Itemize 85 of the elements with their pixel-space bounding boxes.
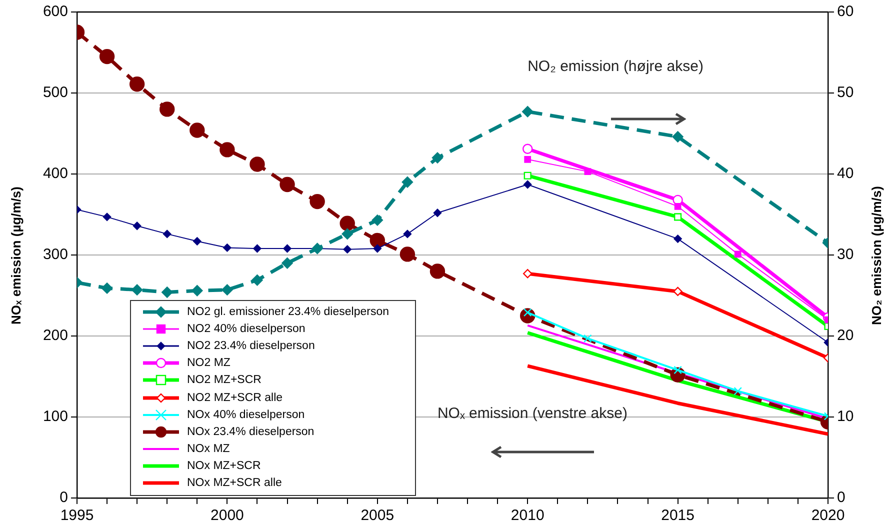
point xyxy=(734,386,742,396)
y-axis-title: NOₓ emission (µg/m/s) xyxy=(8,186,24,324)
point xyxy=(162,286,173,298)
point xyxy=(524,172,532,180)
annotation: NO₂ emission (højre akse) xyxy=(528,58,704,75)
legend-label: NOx MZ xyxy=(187,443,230,456)
point xyxy=(190,122,205,138)
point xyxy=(102,212,112,222)
legend-label: NO2 MZ+SCR alle xyxy=(187,392,283,404)
point xyxy=(282,258,293,269)
point xyxy=(129,76,145,92)
y-tick-label: 500 xyxy=(42,84,68,102)
point xyxy=(163,230,172,238)
point xyxy=(370,232,385,248)
point xyxy=(372,214,383,226)
point xyxy=(252,274,263,286)
point xyxy=(734,250,742,258)
y2-tick-label: 10 xyxy=(837,408,854,426)
point xyxy=(101,282,113,294)
point xyxy=(192,285,203,296)
y-tick-label: 300 xyxy=(42,246,68,264)
point xyxy=(160,102,175,117)
point xyxy=(522,144,533,154)
point xyxy=(522,106,534,118)
y2-tick-label: 60 xyxy=(837,3,854,20)
y2-tick-label: 40 xyxy=(837,165,854,182)
point xyxy=(342,228,353,240)
legend-label: NOx 23.4% dieselperson xyxy=(187,426,314,438)
point xyxy=(523,269,532,278)
point xyxy=(432,152,444,164)
legend-label: NO2 MZ+SCR xyxy=(187,374,262,386)
x-tick-label: 2005 xyxy=(360,507,394,524)
point xyxy=(253,244,262,253)
legend-label: NO2 gl. emissioner 23.4% dieselperson xyxy=(187,306,389,318)
legend-label: NO2 MZ xyxy=(187,357,230,370)
point xyxy=(280,176,295,192)
point xyxy=(403,230,412,238)
legend-label: NOx 40% dieselperson xyxy=(187,408,305,421)
x-tick-label: 2015 xyxy=(661,507,694,524)
point xyxy=(524,180,532,189)
point xyxy=(402,176,414,188)
y2-tick-label: 30 xyxy=(837,246,854,264)
point xyxy=(430,264,446,279)
x-tick-label: 1995 xyxy=(60,507,94,524)
point xyxy=(223,244,232,252)
point xyxy=(283,244,292,253)
point xyxy=(193,237,202,246)
point xyxy=(373,244,382,253)
y-tick-label: 400 xyxy=(42,165,68,182)
y-tick-label: 100 xyxy=(42,408,68,426)
point xyxy=(250,156,265,172)
point xyxy=(222,284,233,296)
legend-label: NOx MZ+SCR xyxy=(187,460,261,472)
point xyxy=(220,142,235,158)
y-tick-label: 0 xyxy=(60,489,68,506)
point xyxy=(343,245,352,254)
point xyxy=(131,284,143,296)
point xyxy=(674,213,682,221)
x-tick-label: 2010 xyxy=(510,507,544,524)
annotation: NOₓ emission (venstre akse) xyxy=(437,405,628,422)
point xyxy=(674,234,682,243)
y2-axis-title: NO₂ emission (µg/m/s) xyxy=(868,186,884,324)
legend-label: NO2 23.4% dieselperson xyxy=(187,340,315,352)
y2-tick-label: 0 xyxy=(837,489,846,506)
legend-label: NOx MZ+SCR alle xyxy=(187,477,282,490)
x-tick-label: 2020 xyxy=(811,507,845,524)
point xyxy=(433,208,442,217)
point xyxy=(400,246,416,262)
point xyxy=(524,156,532,163)
point xyxy=(132,222,142,230)
point xyxy=(99,48,115,64)
y-tick-label: 600 xyxy=(42,3,68,20)
point xyxy=(674,202,682,210)
legend-label: NO2 40% dieselperson xyxy=(187,322,306,335)
point xyxy=(584,168,592,175)
y-tick-label: 200 xyxy=(42,327,68,344)
point xyxy=(674,366,682,374)
point xyxy=(673,286,682,296)
point xyxy=(672,131,684,142)
point xyxy=(340,216,355,232)
x-tick-label: 2000 xyxy=(210,507,244,524)
y2-tick-label: 50 xyxy=(837,84,854,102)
point xyxy=(310,194,325,210)
y2-tick-label: 20 xyxy=(837,327,854,344)
point xyxy=(584,334,592,343)
